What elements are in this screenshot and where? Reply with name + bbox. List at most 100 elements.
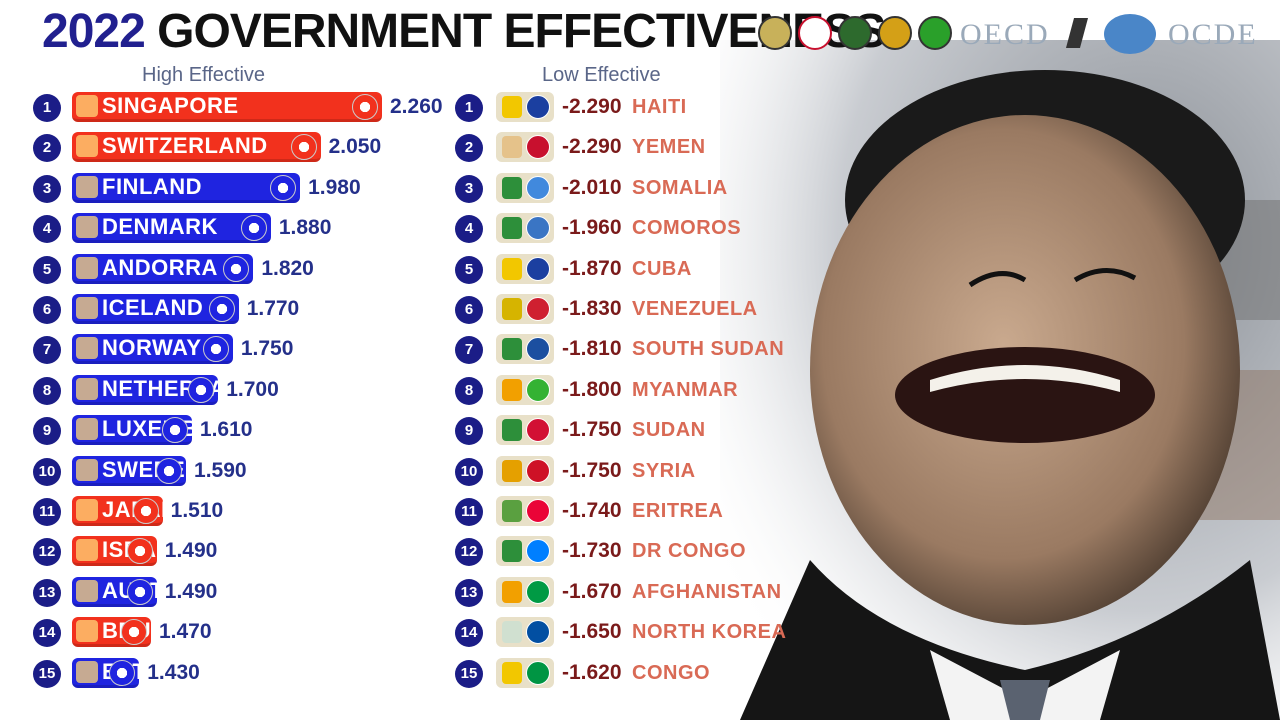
country-label: CUBA [632, 257, 692, 280]
rank-badge: 2 [455, 134, 483, 163]
coat-of-arms-icon [76, 297, 98, 319]
coat-of-arms-icon [502, 459, 522, 482]
country-label: NORWAY [102, 335, 202, 361]
country-label: YEMEN [632, 136, 706, 159]
value-label: 1.980 [308, 175, 361, 199]
flag-icon [223, 255, 250, 282]
value-label: 1.820 [261, 256, 314, 280]
country-label: SOUTH SUDAN [632, 338, 785, 361]
value-label: -2.290 [562, 135, 622, 159]
coat-of-arms-icon [76, 377, 98, 400]
bar: FINLAND [72, 172, 301, 203]
country-label: ICELAND [102, 295, 204, 320]
coat-of-arms-icon [76, 418, 98, 441]
value-label: -1.960 [562, 216, 622, 240]
value-label: 1.470 [158, 620, 212, 644]
badge-logo-2 [798, 16, 832, 50]
rank-badge: 9 [33, 417, 61, 446]
country-label: SOMALIA [632, 176, 728, 199]
coat-of-arms-icon [502, 298, 522, 320]
bar: LUXEMBOURG [72, 415, 265, 446]
value-label: -1.830 [562, 297, 622, 320]
rank-badge: 12 [455, 538, 483, 567]
rank-badge: 7 [455, 336, 483, 365]
country-icon [496, 374, 554, 405]
rank-badge: 8 [33, 376, 61, 405]
value-label: -1.670 [562, 579, 622, 603]
coat-of-arms-icon [502, 96, 522, 118]
country-label: FINLAND [102, 173, 203, 199]
country-icon [496, 253, 554, 284]
country-label: NETHERLANDS [102, 375, 274, 403]
value-label: 2.050 [328, 135, 382, 159]
value-label: -1.870 [562, 256, 622, 280]
country-icon [496, 132, 554, 163]
coat-of-arms-icon [76, 579, 98, 602]
coat-of-arms-icon [502, 338, 522, 361]
rank-badge: 4 [33, 215, 61, 244]
country-label: SINGAPORE [102, 93, 239, 118]
country-label: SYRIA [632, 459, 696, 482]
flag-icon [270, 174, 297, 201]
coat-of-arms-icon [76, 620, 98, 643]
rank-badge: 1 [455, 94, 483, 122]
bar: NETHERLANDS [72, 374, 273, 405]
country-icon [496, 92, 554, 122]
flag-icon [120, 619, 147, 646]
rank-badge: 14 [33, 619, 61, 648]
country-label: CONGO [632, 661, 711, 684]
value-label: 1.880 [278, 216, 332, 240]
flag-icon [526, 95, 550, 119]
title-year: 2022 [42, 5, 146, 58]
value-label: 1.700 [226, 377, 279, 401]
rank-badge: 9 [455, 417, 483, 446]
rank-badge: 10 [455, 457, 483, 486]
badge-logo-5 [918, 16, 952, 50]
country-icon [496, 334, 554, 365]
bar: ESTONIA [72, 657, 202, 688]
rank-badge: 1 [33, 94, 61, 122]
rank-badge: 7 [33, 336, 61, 365]
low-effective-heading: Low Effective [542, 64, 661, 86]
flag-icon [526, 135, 550, 160]
country-label: NORTH KOREA [632, 621, 787, 644]
flag-icon [526, 337, 550, 362]
flag-icon [208, 296, 235, 322]
flag-icon [526, 175, 550, 200]
rank-badge: 12 [33, 538, 61, 567]
oecd-logo: OECD [960, 18, 1050, 51]
flag-icon [202, 336, 229, 363]
flag-icon [526, 620, 550, 645]
country-icon [496, 455, 554, 486]
rank-badge: 4 [455, 215, 483, 244]
country-label: SWITZERLAND [102, 133, 268, 159]
flag-icon [526, 458, 550, 483]
rank-badge: 5 [33, 255, 61, 284]
badge-logo-3 [838, 16, 872, 50]
flag-icon [526, 539, 550, 564]
value-label: 1.430 [147, 660, 200, 684]
rank-badge: 3 [33, 174, 61, 203]
coat-of-arms-icon [502, 621, 522, 644]
coat-of-arms-icon [502, 378, 522, 401]
flag-icon [126, 578, 153, 605]
rank-badge: 13 [455, 578, 483, 607]
coat-of-arms-icon [76, 95, 98, 117]
oecd-mark-icon [1065, 18, 1089, 48]
rank-badge: 11 [455, 498, 483, 526]
coat-of-arms-icon [76, 337, 98, 360]
rank-badge: 8 [455, 376, 483, 405]
value-label: -2.010 [562, 175, 622, 199]
flag-icon [109, 659, 136, 686]
flag-icon [132, 498, 159, 524]
value-label: 1.610 [199, 418, 253, 442]
flag-icon [352, 94, 378, 120]
flag-icon [161, 417, 188, 444]
flag-icon [526, 216, 550, 241]
globe-icon [1104, 14, 1156, 54]
country-label: VENEZUELA [632, 298, 758, 320]
value-label: -2.290 [562, 95, 622, 118]
flag-icon [526, 297, 550, 321]
flag-icon [526, 256, 550, 281]
country-label: AFGHANISTAN [632, 580, 782, 603]
